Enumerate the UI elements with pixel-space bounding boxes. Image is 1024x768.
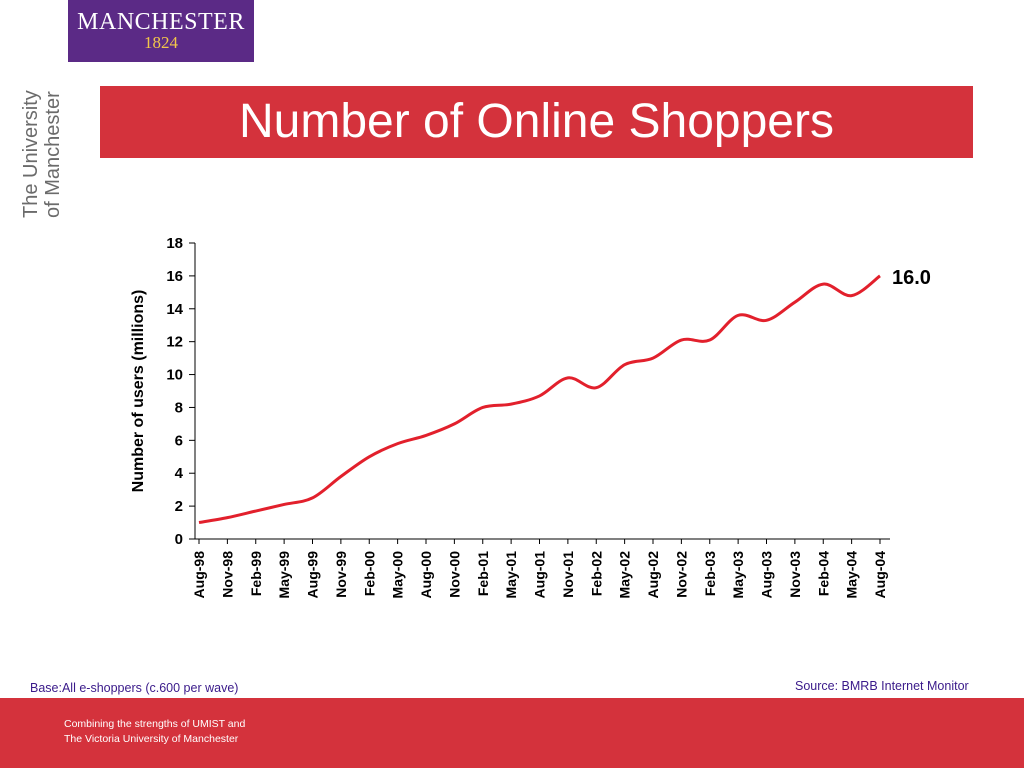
source-note: Source: BMRB Internet Monitor	[795, 679, 969, 693]
line-chart: 0 2 4 6 8 10 12 14 16 18 Number of users (millions…	[130, 235, 931, 599]
x-tick-label: Nov-01	[560, 551, 576, 598]
x-tick-label: May-04	[844, 551, 860, 599]
x-tick-label: Feb-04	[815, 551, 831, 596]
x-tick-label: May-00	[390, 551, 406, 599]
footer-line1: Combining the strengths of UMIST and	[64, 718, 246, 730]
y-tick-label: 16	[166, 268, 183, 285]
x-tick-label: Feb-03	[702, 551, 718, 596]
x-tick-label: Aug-04	[872, 551, 888, 599]
y-axis-label: Number of users (millions)	[130, 290, 147, 493]
logo-year: 1824	[144, 33, 178, 52]
logo-name: MANCHESTER	[77, 9, 245, 35]
y-tick-label: 4	[175, 465, 184, 482]
x-tick-label: Nov-02	[673, 551, 689, 598]
y-tick-label: 12	[166, 334, 183, 351]
end-data-label: 16.0	[892, 267, 931, 289]
x-tick-label: Aug-99	[305, 551, 321, 599]
x-tick-label: Nov-98	[219, 551, 235, 598]
x-tick-label: Nov-03	[787, 551, 803, 598]
y-tick-label: 14	[166, 301, 183, 318]
x-tick-label: Feb-02	[588, 551, 604, 596]
footer-bar: Combining the strengths of UMIST and The…	[0, 698, 1024, 768]
x-tick-label: Feb-01	[475, 551, 491, 596]
x-tick-label: Aug-02	[645, 551, 661, 599]
y-tick-label: 2	[175, 498, 183, 515]
slide-title: Number of Online Shoppers	[100, 86, 973, 158]
x-tick-label: Nov-00	[446, 551, 462, 598]
y-tick-label: 10	[166, 367, 183, 384]
base-note: Base:All e-shoppers (c.600 per wave)	[30, 681, 239, 695]
x-tick-label: Aug-98	[191, 551, 207, 599]
x-tick-label: Feb-00	[361, 551, 377, 596]
x-tick-label: May-01	[503, 551, 519, 599]
x-tick-label: May-02	[617, 551, 633, 599]
x-tick-label: Nov-99	[333, 551, 349, 598]
series-line	[198, 274, 881, 525]
x-tick-label: Aug-01	[532, 551, 548, 599]
y-tick-label: 8	[175, 399, 183, 416]
x-tick-label: Aug-03	[759, 551, 775, 599]
y-tick-label: 0	[175, 531, 183, 548]
y-tick-label: 18	[166, 235, 183, 252]
x-tick-label: May-03	[730, 551, 746, 599]
footer-line2: The Victoria University of Manchester	[64, 733, 239, 745]
x-tick-label: May-99	[276, 551, 292, 599]
y-tick-label: 6	[175, 432, 183, 449]
x-tick-label: Feb-99	[248, 551, 264, 596]
manchester-logo: MANCHESTER 1824	[68, 0, 254, 62]
x-tick-label: Aug-00	[418, 551, 434, 599]
